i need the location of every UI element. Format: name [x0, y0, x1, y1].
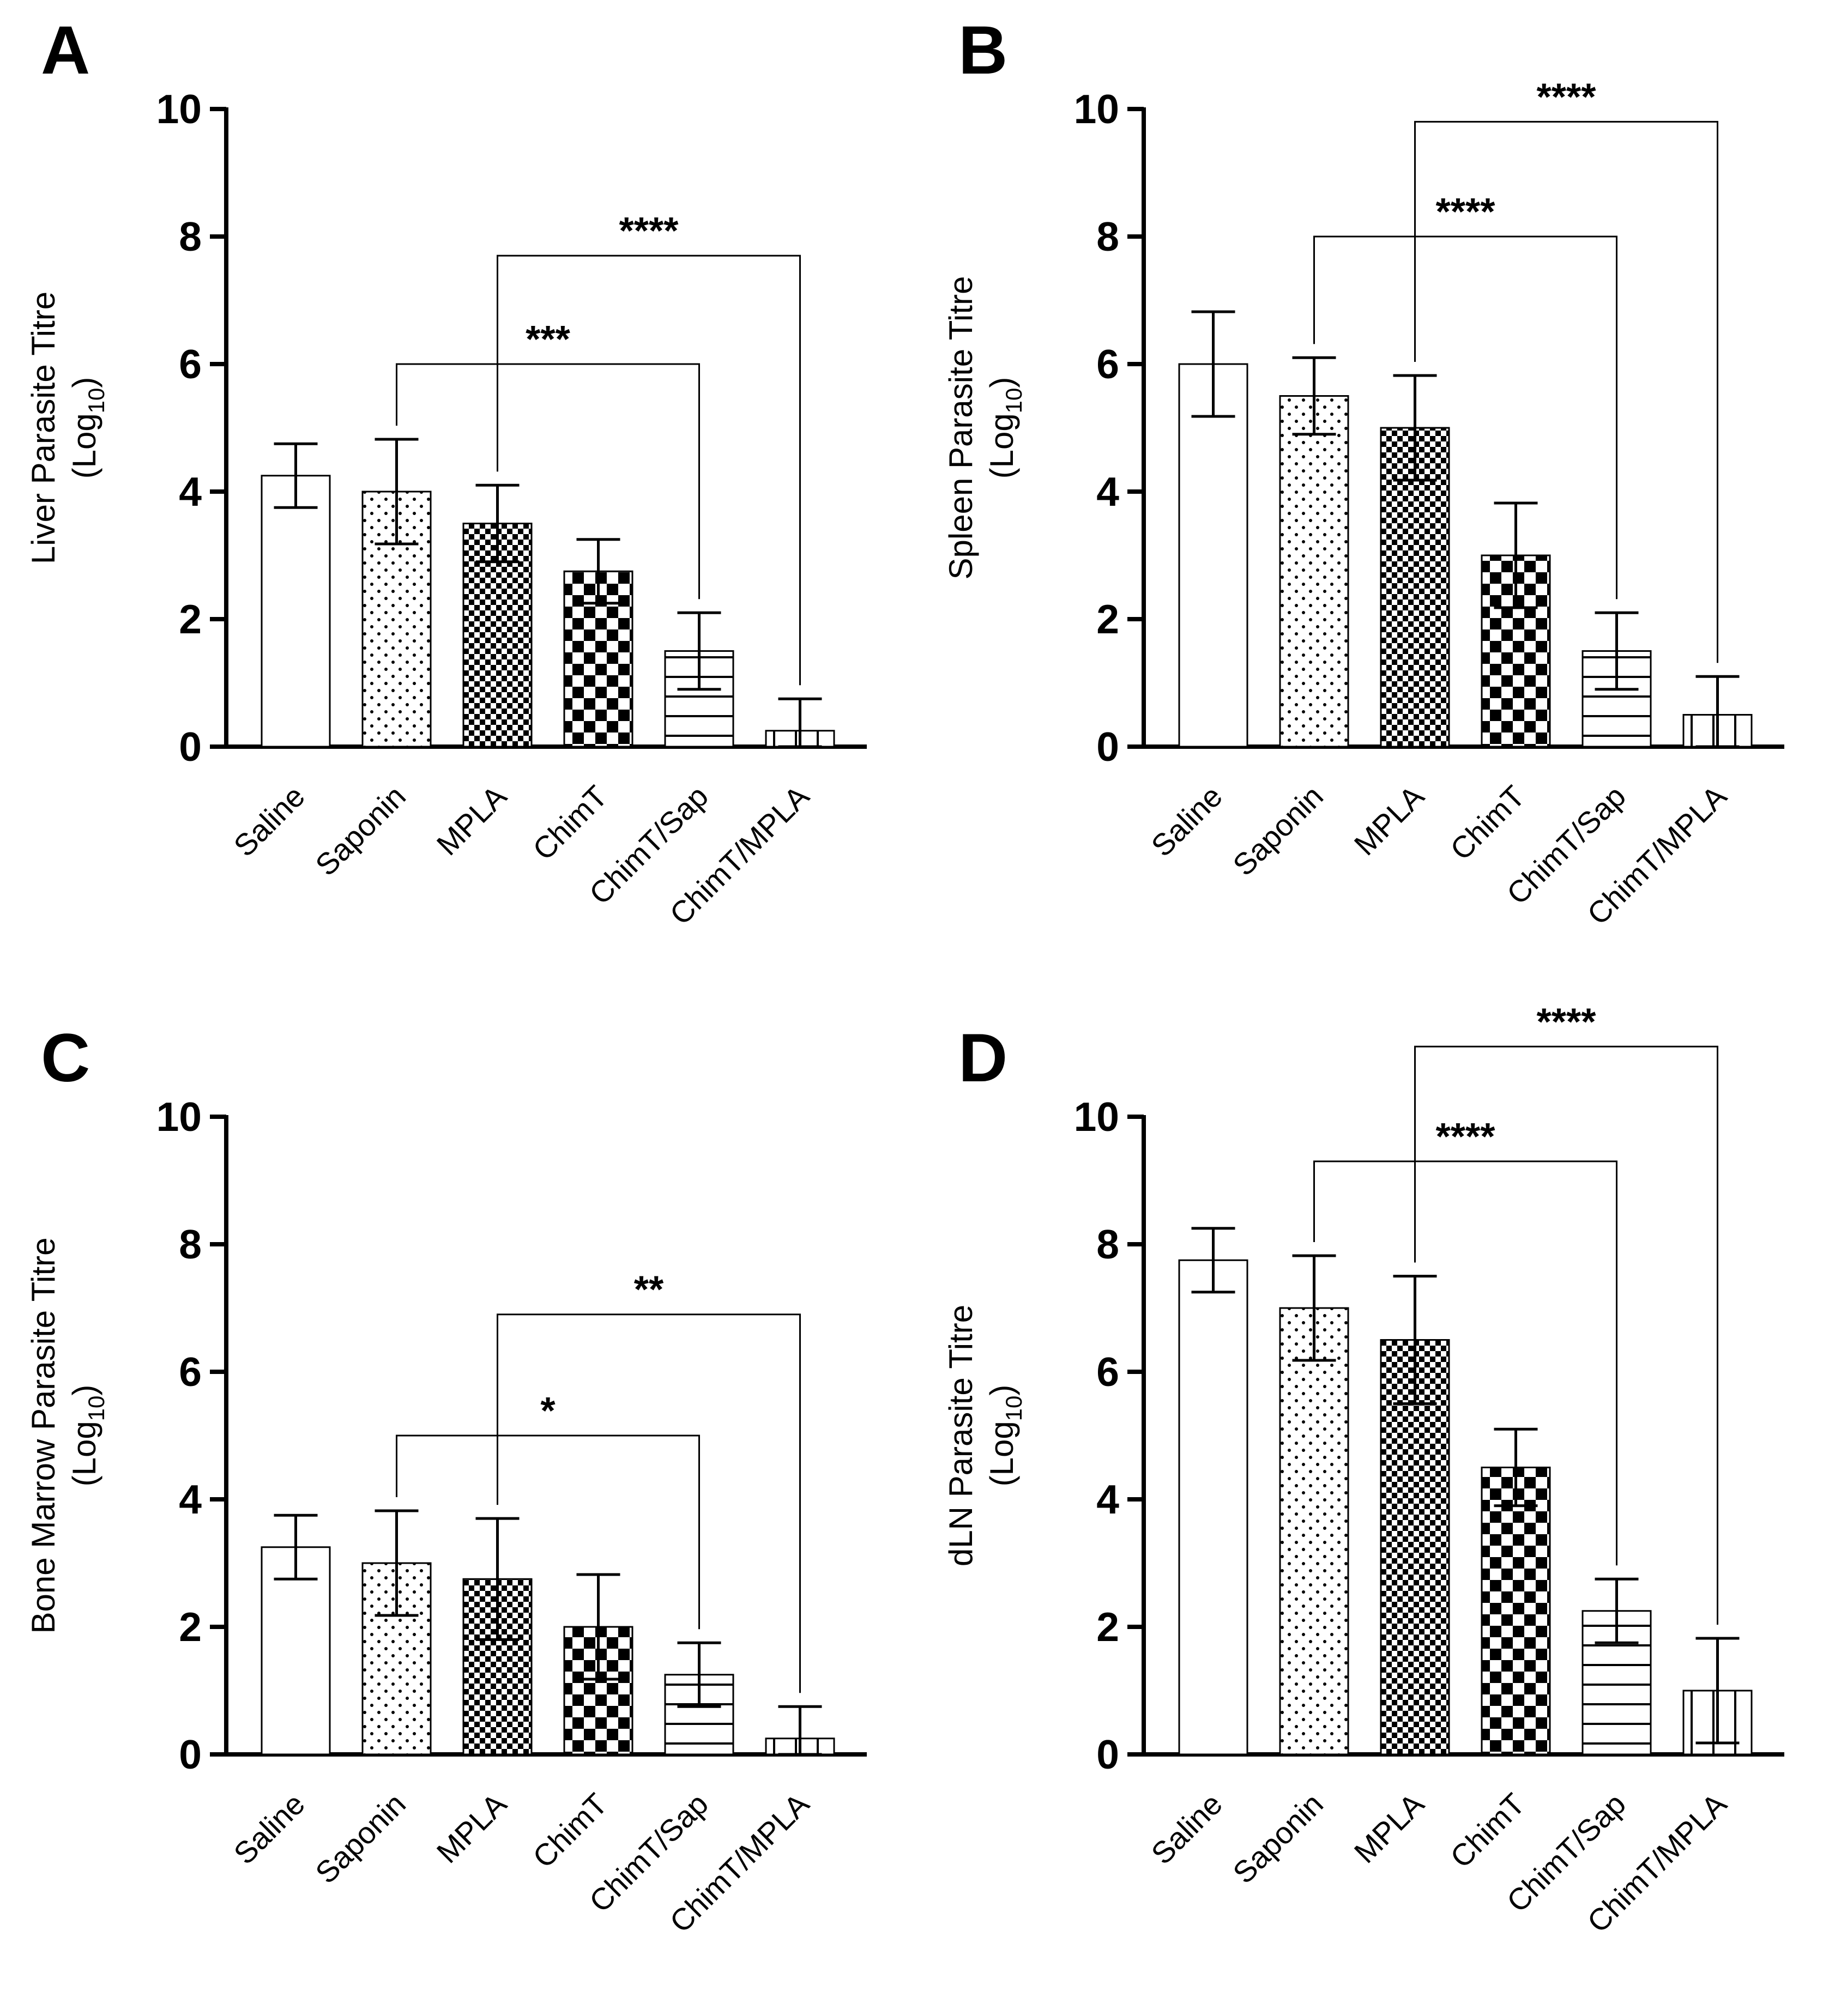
significance-label-1: *	[540, 1389, 556, 1432]
significance-bracket-1	[1313, 1160, 1617, 1566]
y-tick-label-4: 4	[1096, 469, 1119, 514]
x-tick-label-saline: Saline	[227, 779, 311, 863]
panel-letter-c: C	[41, 1020, 90, 1096]
x-tick-label-mpla: MPLA	[1348, 1786, 1431, 1869]
y-tick-label-2: 2	[1096, 596, 1119, 642]
x-tick-label-saponin: Saponin	[1226, 779, 1330, 882]
y-tick-label-6: 6	[1096, 341, 1119, 387]
y-tick-label-10: 10	[1074, 86, 1119, 132]
panel-letter-b: B	[958, 13, 1008, 88]
y-axis-label-unit: (Log10)	[983, 377, 1027, 479]
y-tick-label-4: 4	[179, 469, 202, 514]
significance-bracket-2	[497, 1313, 801, 1693]
significance-bracket-2	[1414, 120, 1718, 663]
significance-label-2: ****	[1537, 75, 1597, 118]
chart-bone-marrow-parasite-titre: 0 2 4 6 8 10 Bone Marrow Parasite Titre (Log10)…	[25, 1094, 867, 1939]
significance-label-2: ****	[1537, 1000, 1597, 1043]
y-tick-label-4: 4	[179, 1476, 202, 1522]
x-tick-label-chimt: ChimT	[1444, 1787, 1531, 1874]
y-axis-label: Liver Parasite Titre	[25, 292, 62, 564]
y-tick-label-0: 0	[179, 1732, 202, 1777]
x-tick-label-chimt: ChimT	[1444, 779, 1531, 867]
y-axis-label-unit: (Log10)	[66, 1385, 109, 1487]
x-tick-label-saline: Saline	[227, 1787, 311, 1871]
significance-label-1: ****	[1436, 190, 1496, 233]
y-tick-label-10: 10	[1074, 1094, 1119, 1140]
bar-saponin	[1279, 395, 1349, 748]
y-tick-label-6: 6	[1096, 1349, 1119, 1395]
y-tick-label-0: 0	[179, 724, 202, 770]
chart-liver-parasite-titre: 0 2 4 6 8 10 Liver Parasite Titre (Log10) Saline…	[25, 86, 867, 931]
significance-label-1: ****	[1436, 1115, 1496, 1158]
bar-saline	[261, 475, 331, 748]
significance-bracket-1	[396, 363, 700, 600]
y-tick-label-10: 10	[156, 1094, 202, 1140]
panel-d: D 0 2 4 6 8 10 dLN Parasite Titre (Log10) Saline…	[918, 1000, 1835, 2015]
bar-mpla	[1380, 1339, 1450, 1755]
y-axis-label-unit: (Log10)	[983, 1385, 1027, 1487]
y-tick-label-6: 6	[179, 341, 202, 387]
bar-saline	[261, 1546, 331, 1755]
y-tick-label-0: 0	[1096, 724, 1119, 770]
significance-label-1: ***	[526, 318, 570, 360]
significance-bracket-1	[396, 1434, 700, 1630]
panel-a: A 0 2 4 6 8 10 Liver Parasite Titre (Log10) Sali…	[0, 0, 918, 1008]
y-axis-label-unit: (Log10)	[66, 377, 109, 479]
bar-saline	[1178, 363, 1248, 748]
x-tick-label-chimt: ChimT	[526, 1787, 614, 1874]
significance-bracket-2	[497, 255, 801, 686]
x-tick-label-saponin: Saponin	[1226, 1787, 1330, 1890]
significance-label-2: **	[634, 1268, 664, 1311]
y-tick-label-2: 2	[179, 596, 202, 642]
x-tick-label-saline: Saline	[1144, 1787, 1229, 1871]
chart-dln-parasite-titre: 0 2 4 6 8 10 dLN Parasite Titre (Log10) SalineSa…	[943, 1000, 1784, 1939]
chart-spleen-parasite-titre: 0 2 4 6 8 10 Spleen Parasite Titre (Log10) Salin…	[943, 75, 1784, 931]
y-tick-label-8: 8	[1096, 1221, 1119, 1267]
panel-c: C 0 2 4 6 8 10 Bone Marrow Parasite Titre (Log1…	[0, 1008, 918, 2015]
bar-saline	[1178, 1259, 1248, 1755]
x-tick-label-saline: Saline	[1144, 779, 1229, 863]
y-tick-label-4: 4	[1096, 1476, 1119, 1522]
significance-bracket-2	[1414, 1045, 1718, 1625]
y-axis-label: Spleen Parasite Titre	[943, 276, 979, 580]
y-tick-label-6: 6	[179, 1349, 202, 1395]
y-axis-label: Bone Marrow Parasite Titre	[25, 1238, 62, 1634]
significance-bracket-1	[1313, 235, 1617, 600]
bar-saponin	[1279, 1307, 1349, 1755]
significance-label-2: ****	[619, 209, 679, 252]
panel-b: B 0 2 4 6 8 10 Spleen Parasite Titre (Log10) Sal…	[918, 0, 1835, 1008]
y-tick-label-2: 2	[179, 1604, 202, 1650]
y-tick-label-10: 10	[156, 86, 202, 132]
y-axis-label: dLN Parasite Titre	[943, 1305, 979, 1566]
y-tick-label-8: 8	[179, 214, 202, 259]
x-tick-label-chimt: ChimT	[526, 779, 614, 867]
y-tick-label-8: 8	[1096, 214, 1119, 259]
y-tick-label-0: 0	[1096, 1732, 1119, 1777]
bar-chimt	[1481, 1467, 1551, 1755]
x-tick-label-saponin: Saponin	[309, 779, 412, 882]
x-tick-label-saponin: Saponin	[309, 1787, 412, 1890]
x-tick-label-mpla: MPLA	[1348, 778, 1431, 862]
x-tick-label-mpla: MPLA	[430, 778, 514, 862]
panel-letter-a: A	[41, 13, 90, 88]
y-tick-label-2: 2	[1096, 1604, 1119, 1650]
x-tick-label-mpla: MPLA	[430, 1786, 514, 1869]
y-tick-label-8: 8	[179, 1221, 202, 1267]
panel-letter-d: D	[958, 1020, 1008, 1096]
